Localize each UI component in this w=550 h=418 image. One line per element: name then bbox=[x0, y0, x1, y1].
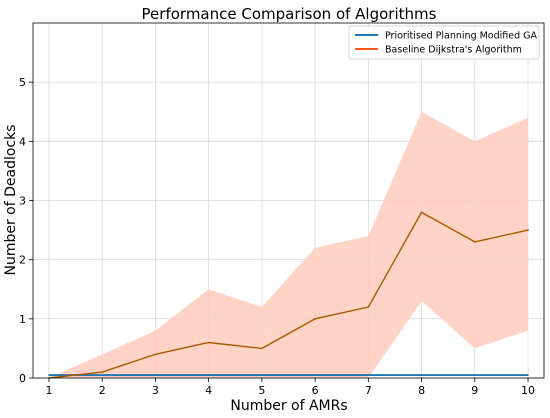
x-axis-ticks: 1 2 3 4 5 6 7 8 9 10 bbox=[45, 378, 535, 397]
y-axis-ticks: 0 1 2 3 4 5 bbox=[19, 76, 33, 385]
data-point-s1-7 bbox=[420, 211, 423, 214]
series-layer bbox=[48, 211, 529, 379]
data-point-s1-2 bbox=[154, 353, 157, 356]
y-tick-label: 3 bbox=[19, 195, 26, 208]
data-point-s0-9 bbox=[527, 374, 529, 376]
data-point-s1-5 bbox=[314, 318, 316, 320]
legend-label-baseline-dijkstra: Baseline Dijkstra's Algorithm bbox=[385, 45, 522, 56]
y-tick-label: 4 bbox=[19, 135, 26, 148]
series-line-1 bbox=[48, 211, 529, 379]
data-point-s1-8 bbox=[474, 241, 476, 243]
y-tick-label: 0 bbox=[19, 372, 26, 385]
error-band-1 bbox=[48, 111, 529, 378]
error-band-layer bbox=[48, 111, 529, 378]
data-point-s0-7 bbox=[420, 374, 423, 376]
x-tick-label: 7 bbox=[365, 384, 372, 397]
y-tick-label: 5 bbox=[19, 76, 26, 89]
y-axis-label: Number of Deadlocks bbox=[3, 124, 19, 275]
data-point-s1-1 bbox=[101, 371, 103, 373]
legend-box bbox=[348, 25, 540, 60]
data-point-s0-2 bbox=[154, 374, 157, 376]
data-point-s0-1 bbox=[101, 374, 103, 376]
x-axis-label: Number of AMRs bbox=[230, 398, 347, 414]
x-tick-label: 6 bbox=[312, 384, 319, 397]
data-point-s1-6 bbox=[367, 306, 370, 308]
data-point-s0-6 bbox=[367, 374, 370, 376]
y-tick-label: 2 bbox=[19, 254, 26, 267]
chart-title: Performance Comparison of Algorithms bbox=[142, 5, 437, 23]
data-point-s1-3 bbox=[207, 341, 210, 344]
x-tick-label: 10 bbox=[521, 384, 535, 397]
legend: Prioritised Planning Modified GA Baselin… bbox=[348, 25, 540, 60]
data-point-s0-4 bbox=[261, 374, 263, 376]
x-tick-label: 5 bbox=[258, 384, 265, 397]
data-point-s0-5 bbox=[314, 374, 316, 376]
data-point-s1-4 bbox=[261, 347, 263, 350]
data-point-s0-8 bbox=[474, 374, 476, 376]
x-tick-label: 2 bbox=[99, 384, 106, 397]
legend-label-prioritised-planning: Prioritised Planning Modified GA bbox=[385, 31, 538, 42]
data-point-s1-9 bbox=[527, 229, 529, 231]
y-tick-label: 1 bbox=[19, 313, 26, 326]
data-point-s0-3 bbox=[207, 374, 210, 376]
x-tick-label: 4 bbox=[205, 384, 212, 397]
data-point-s0-0 bbox=[48, 374, 50, 376]
x-tick-label: 3 bbox=[152, 384, 159, 397]
x-tick-label: 9 bbox=[471, 384, 478, 397]
x-tick-label: 1 bbox=[45, 384, 52, 397]
x-tick-label: 8 bbox=[418, 384, 425, 397]
